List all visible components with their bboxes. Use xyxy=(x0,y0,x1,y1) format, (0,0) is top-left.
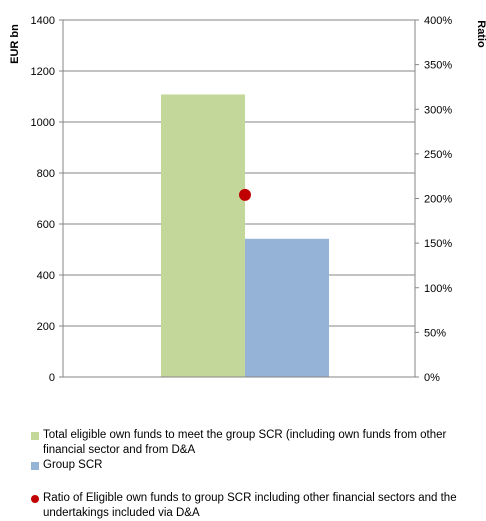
y2-tick-label: 150% xyxy=(424,238,452,250)
bars xyxy=(161,94,329,378)
legend-item-group-scr: Group SCR xyxy=(31,458,481,473)
y2-tick-label: 300% xyxy=(424,104,452,116)
legend-label-own-funds: Total eligible own funds to meet the gro… xyxy=(43,429,447,456)
legend-swatch-ratio xyxy=(31,495,39,503)
y2-tick-label: 100% xyxy=(424,283,452,295)
y2-tick-label: 50% xyxy=(424,327,446,339)
legend-item-ratio: Ratio of Eligible own funds to group SCR… xyxy=(31,491,481,521)
y2-axis-ticks: 0% 50% 100% 150% 200% 250% 300% 350% 400% xyxy=(424,15,452,384)
y-tick-label: 800 xyxy=(37,168,55,180)
legend: Total eligible own funds to meet the gro… xyxy=(31,428,481,521)
y2-tick-label: 350% xyxy=(424,60,452,72)
ratio-point xyxy=(239,188,251,201)
legend-swatch-own-funds xyxy=(31,432,39,440)
y2-axis-title: Ratio xyxy=(475,20,486,48)
legend-swatch-group-scr xyxy=(31,462,39,470)
y-tick-label: 1400 xyxy=(31,15,55,27)
chart: 0 200 400 600 800 1000 1200 1400 0% 50% 100% 150% 2… xyxy=(9,15,486,384)
y-tick-label: 400 xyxy=(37,270,55,282)
bar-group-scr xyxy=(245,238,329,377)
legend-label-ratio: Ratio of Eligible own funds to group SCR… xyxy=(43,492,457,519)
axes xyxy=(59,19,419,378)
y2-tick-label: 400% xyxy=(424,15,452,27)
y-tick-label: 0 xyxy=(49,372,55,384)
legend-item-own-funds: Total eligible own funds to meet the gro… xyxy=(31,428,481,458)
y-tick-label: 1000 xyxy=(31,117,55,129)
y-tick-label: 1200 xyxy=(31,66,55,78)
y2-tick-label: 250% xyxy=(424,149,452,161)
y-axis-ticks: 0 200 400 600 800 1000 1200 1400 xyxy=(31,15,55,384)
y2-tick-label: 200% xyxy=(424,194,452,206)
ratio-points xyxy=(239,188,251,201)
y-tick-label: 200 xyxy=(37,321,55,333)
y-axis-title: EUR bn xyxy=(9,24,21,64)
y2-tick-label: 0% xyxy=(424,372,440,384)
bar-own-funds xyxy=(161,94,245,378)
y-tick-label: 600 xyxy=(37,219,55,231)
legend-label-group-scr: Group SCR xyxy=(43,459,103,471)
